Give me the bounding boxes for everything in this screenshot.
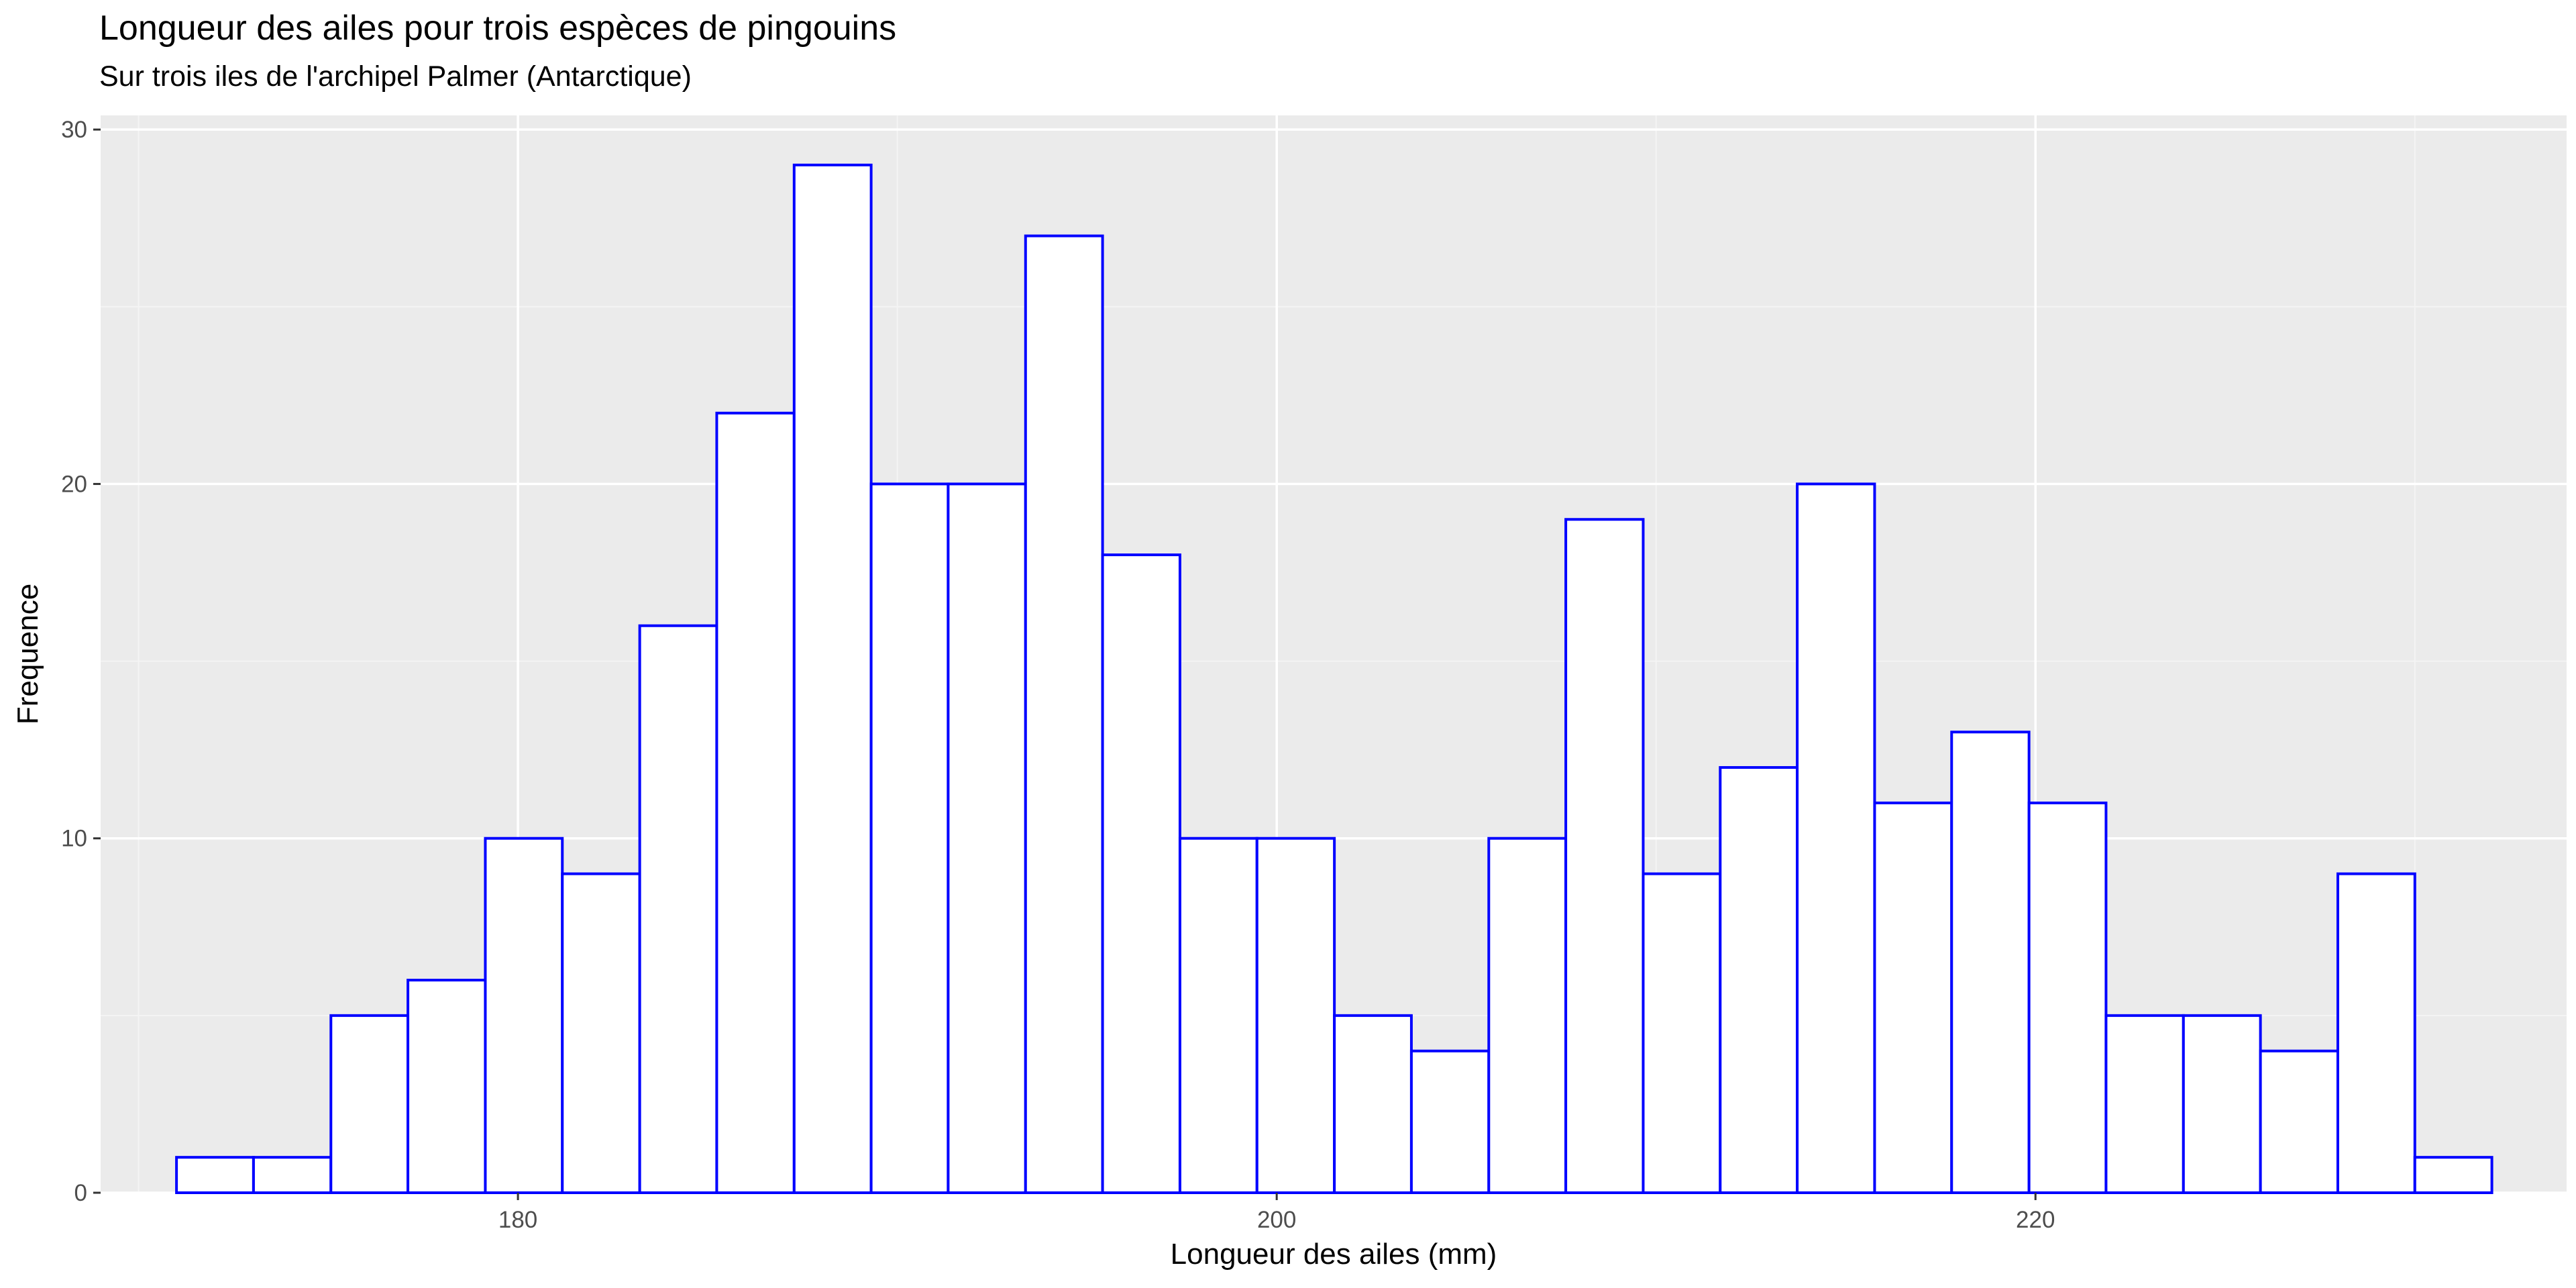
histogram-bar <box>1873 801 1953 1194</box>
histogram-bar <box>1178 837 1258 1195</box>
histogram-bar <box>252 1156 333 1194</box>
histogram-bar <box>2413 1156 2493 1194</box>
histogram-bar <box>2182 1014 2262 1194</box>
histogram-bar <box>2027 801 2108 1194</box>
histogram-bar <box>869 482 950 1195</box>
histogram-bar <box>1255 837 1336 1195</box>
histogram-bar <box>1024 234 1104 1194</box>
histogram-bar <box>407 979 487 1195</box>
histogram-bar <box>1487 837 1568 1195</box>
histogram-bar <box>638 624 718 1194</box>
histogram-bar <box>2259 1049 2339 1194</box>
histogram-bar <box>1409 1049 1491 1194</box>
x-axis-title: Longueur des ailes (mm) <box>1171 1238 1497 1271</box>
histogram-bar <box>561 872 641 1194</box>
histogram-bar <box>1950 731 2031 1194</box>
y-tick-label: 30 <box>61 117 87 143</box>
chart-title: Longueur des ailes pour trois espèces de… <box>99 9 897 48</box>
histogram-bar <box>715 411 796 1194</box>
histogram-bar <box>2104 1014 2185 1194</box>
histogram-bar <box>175 1156 255 1194</box>
x-tick-label: 200 <box>1257 1207 1296 1233</box>
histogram-bars <box>175 163 2493 1195</box>
histogram-bar <box>1101 553 1181 1194</box>
y-tick-label: 0 <box>74 1180 87 1206</box>
histogram-bar <box>1719 766 1799 1194</box>
chart-subtitle: Sur trois iles de l'archipel Palmer (Ant… <box>99 60 692 93</box>
x-tick-label: 220 <box>2016 1207 2055 1233</box>
histogram-bar <box>1564 518 1645 1194</box>
y-tick-label: 20 <box>61 471 87 497</box>
y-tick-label: 10 <box>61 826 87 852</box>
histogram-bar <box>947 482 1027 1195</box>
histogram-bar <box>329 1014 410 1194</box>
histogram-bar <box>2336 872 2416 1194</box>
x-tick-label: 180 <box>498 1207 537 1233</box>
histogram-bar <box>484 837 564 1195</box>
x-axis-ticks: 180 200 220 <box>498 1193 2055 1233</box>
histogram-bar <box>1796 482 1876 1195</box>
histogram-bar <box>792 163 873 1194</box>
histogram-bar <box>1333 1014 1413 1194</box>
y-axis-ticks: 0 10 20 30 <box>61 117 101 1206</box>
histogram-bar <box>1642 872 1722 1194</box>
y-axis-title: Frequence <box>11 584 44 724</box>
